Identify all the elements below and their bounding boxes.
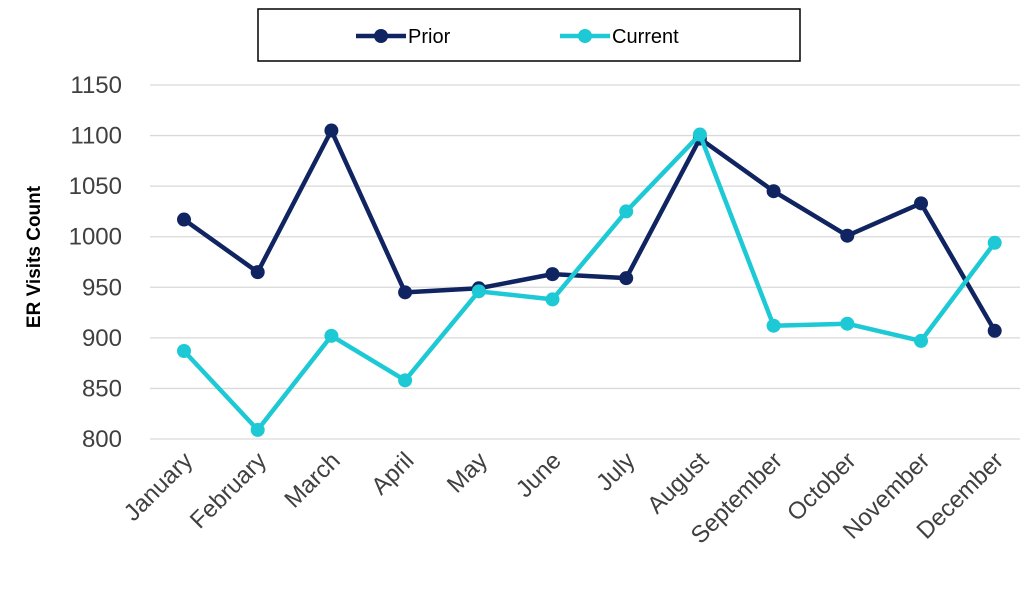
y-tick-label-950: 950	[82, 274, 122, 301]
y-tick-label-900: 900	[82, 325, 122, 352]
data-point-prior-february	[250, 265, 265, 280]
y-tick-label-800: 800	[82, 426, 122, 453]
data-point-current-may	[471, 284, 486, 299]
data-point-current-june	[545, 292, 560, 307]
data-point-current-january	[177, 344, 191, 359]
data-point-current-december	[987, 235, 1002, 250]
data-point-prior-march	[324, 123, 339, 138]
series-current	[177, 127, 1002, 437]
legend-items: Prior Current	[356, 26, 679, 48]
legend-marker-point-prior	[374, 29, 388, 43]
data-point-prior-june	[545, 267, 560, 282]
legend-item-current: Current	[560, 26, 679, 48]
legend-item-prior: Prior	[356, 26, 451, 48]
data-point-current-march	[324, 328, 339, 343]
data-point-prior-april	[398, 285, 413, 300]
y-tick-label-1050: 1050	[69, 173, 122, 200]
y-axis-title: ER Visits Count	[24, 185, 45, 328]
legend-box	[257, 8, 801, 62]
data-point-current-february	[250, 422, 265, 437]
data-point-current-april	[398, 373, 413, 388]
x-tick-label-june: June	[511, 447, 567, 503]
y-tick-label-1150: 1150	[70, 72, 122, 99]
data-point-prior-september	[766, 184, 781, 199]
data-point-prior-july	[619, 271, 634, 286]
series-prior	[177, 123, 1002, 338]
legend: Prior Current	[257, 8, 801, 62]
series-line-prior	[181, 128, 997, 334]
data-point-prior-december	[987, 323, 1002, 338]
data-point-prior-october	[840, 228, 855, 243]
data-point-current-july	[619, 204, 634, 219]
data-point-current-august	[692, 127, 707, 142]
x-tick-label-august: August	[642, 447, 714, 519]
legend-label-prior: Prior	[408, 26, 451, 48]
gridlines	[150, 84, 1020, 440]
x-tick-label-may: May	[442, 447, 493, 498]
x-tick-label-february: February	[185, 447, 272, 534]
x-tick-label-april: April	[366, 447, 419, 500]
y-tick-label-1100: 1100	[70, 123, 122, 150]
legend-label-current: Current	[612, 26, 679, 48]
series-line-current	[181, 132, 997, 433]
series-lines	[177, 123, 1002, 437]
data-point-prior-november	[914, 196, 928, 211]
x-tick-label-march: March	[279, 447, 345, 513]
x-tick-label-july: July	[591, 447, 640, 496]
y-tick-label-1000: 1000	[69, 224, 122, 251]
y-axis-tick-labels: 800 850 900 950 1000 1050 1100 1150	[69, 72, 122, 453]
y-tick-label-850: 850	[82, 375, 122, 402]
data-point-current-november	[914, 333, 928, 348]
data-point-current-october	[840, 316, 855, 331]
data-point-current-september	[766, 318, 781, 333]
data-point-prior-january	[177, 212, 191, 227]
legend-marker-point-current	[578, 29, 592, 43]
